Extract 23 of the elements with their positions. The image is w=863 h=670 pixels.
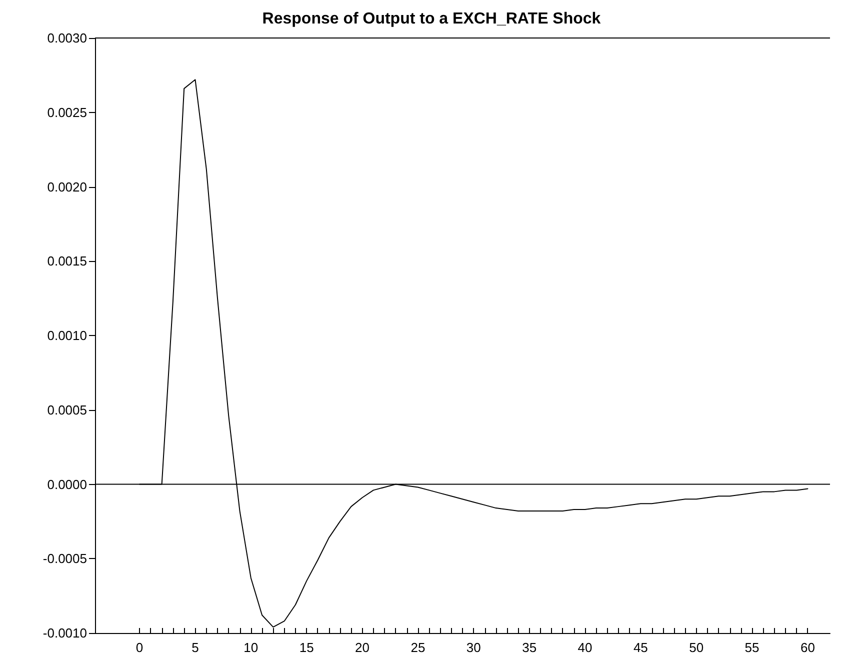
y-tick-label: 0.0010 [47,328,87,343]
x-tick-label: 60 [800,640,815,655]
x-tick-label: 45 [633,640,648,655]
y-tick-label: 0.0030 [47,30,87,46]
y-tick-label: 0.0015 [47,254,87,269]
x-tick-label: 0 [136,640,144,655]
chart-title: Response of Output to a EXCH_RATE Shock [262,10,601,28]
x-tick-label: 20 [355,640,370,655]
y-tick-label: 0.0020 [47,179,87,194]
x-tick-label: 10 [244,640,258,655]
x-tick-label: 55 [744,640,760,655]
y-tick-label: 0.0005 [47,402,87,418]
x-tick-label: 40 [578,640,592,655]
x-tick-label: 25 [410,640,426,655]
y-tick-label: -0.0010 [42,626,87,640]
x-tick-label: 5 [192,640,199,655]
y-tick-label: 0.0000 [47,476,87,492]
x-tick-label: 50 [689,640,704,655]
x-tick-label: 15 [299,640,314,655]
y-tick-label: 0.0025 [47,104,87,120]
x-tick-label: 35 [522,640,537,655]
y-tick-label: -0.0005 [42,551,87,566]
x-tick-label: 30 [466,640,481,655]
